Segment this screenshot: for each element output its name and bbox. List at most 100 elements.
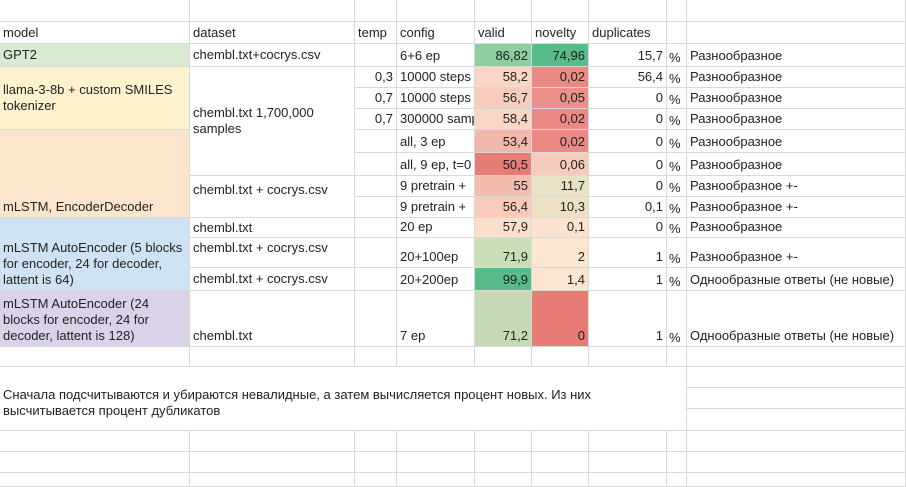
cell-empty[interactable] (687, 347, 906, 367)
header-dataset[interactable]: dataset (190, 22, 355, 44)
cell-empty[interactable] (397, 431, 475, 452)
cell-duplicates[interactable]: 0 (589, 130, 667, 153)
cell-empty[interactable] (667, 452, 687, 473)
cell-pct[interactable]: % (667, 218, 687, 238)
cell-empty[interactable] (397, 452, 475, 473)
cell-note[interactable]: Разнообразное +- (687, 197, 906, 218)
cell-empty[interactable] (667, 431, 687, 452)
cell-pct[interactable]: % (667, 197, 687, 218)
cell-temp[interactable] (355, 218, 397, 238)
cell-empty[interactable] (397, 347, 475, 367)
cell-empty[interactable] (475, 431, 532, 452)
cell-temp[interactable] (355, 291, 397, 347)
cell-empty[interactable] (397, 0, 475, 22)
dataset-cell[interactable]: chembl.txt + cocrys.csv (190, 238, 355, 268)
cell-valid[interactable]: 86,82 (475, 44, 532, 67)
cell-empty[interactable] (355, 473, 397, 487)
cell-temp[interactable]: 0,3 (355, 67, 397, 88)
cell-empty[interactable] (190, 452, 355, 473)
cell-empty[interactable] (667, 0, 687, 22)
dataset-chembl-samples[interactable]: chembl.txt 1,700,000 samples (190, 67, 355, 176)
cell-novelty[interactable]: 11,7 (532, 176, 589, 197)
dataset-cell[interactable]: chembl.txt+cocrys.csv (190, 44, 355, 67)
cell-novelty[interactable]: 0,02 (532, 109, 589, 130)
model-mlstm-autoencoder-24[interactable]: mLSTM AutoEncoder (24 blocks for encoder… (0, 291, 190, 347)
cell-empty[interactable] (190, 0, 355, 22)
cell-empty[interactable] (532, 431, 589, 452)
cell-config[interactable]: 20 ep (397, 218, 475, 238)
cell-novelty[interactable]: 0,05 (532, 88, 589, 109)
cell-empty[interactable] (475, 452, 532, 473)
cell-config[interactable]: 9 pretrain + (397, 197, 475, 218)
cell-empty[interactable] (475, 0, 532, 22)
cell-temp[interactable] (355, 44, 397, 67)
header-config[interactable]: config (397, 22, 475, 44)
cell-pct[interactable]: % (667, 130, 687, 153)
cell-valid[interactable]: 57,9 (475, 218, 532, 238)
cell-note[interactable]: Разнообразное +- (687, 238, 906, 268)
cell-duplicates[interactable]: 1 (589, 238, 667, 268)
cell-empty[interactable] (355, 347, 397, 367)
cell-duplicates[interactable]: 0 (589, 153, 667, 176)
cell-pct[interactable]: % (667, 153, 687, 176)
cell-empty[interactable] (532, 452, 589, 473)
cell-empty[interactable] (667, 473, 687, 487)
cell-note[interactable]: Однообразные ответы (не новые) (687, 291, 906, 347)
cell-empty[interactable] (0, 347, 190, 367)
cell-note[interactable]: Однообразные ответы (не новые) (687, 268, 906, 291)
dataset-cell[interactable]: chembl.txt (190, 291, 355, 347)
cell-empty[interactable] (687, 452, 906, 473)
cell-valid[interactable]: 50,5 (475, 153, 532, 176)
header-valid[interactable]: valid (475, 22, 532, 44)
cell-novelty[interactable]: 0,02 (532, 130, 589, 153)
cell-config[interactable]: 9 pretrain + (397, 176, 475, 197)
cell-empty[interactable] (475, 347, 532, 367)
cell-empty[interactable] (0, 431, 190, 452)
cell-note[interactable]: Разнообразное (687, 109, 906, 130)
model-gpt2[interactable]: GPT2 (0, 44, 190, 67)
cell-config[interactable]: 7 ep (397, 291, 475, 347)
cell-empty[interactable] (532, 0, 589, 22)
cell-empty[interactable] (355, 0, 397, 22)
cell-temp[interactable]: 0,7 (355, 88, 397, 109)
cell-config[interactable]: 20+200ep (397, 268, 475, 291)
cell-duplicates[interactable]: 0 (589, 218, 667, 238)
cell-temp[interactable] (355, 197, 397, 218)
cell-valid[interactable]: 56,4 (475, 197, 532, 218)
cell-pct[interactable]: % (667, 238, 687, 268)
cell-novelty[interactable]: 0,1 (532, 218, 589, 238)
cell-empty[interactable] (589, 473, 667, 487)
cell-valid[interactable]: 56,7 (475, 88, 532, 109)
cell-novelty[interactable]: 0 (532, 291, 589, 347)
cell-note[interactable]: Разнообразное (687, 88, 906, 109)
cell-novelty[interactable]: 10,3 (532, 197, 589, 218)
cell-config[interactable]: all, 3 ep (397, 130, 475, 153)
cell-empty[interactable] (589, 0, 667, 22)
cell-empty[interactable] (589, 452, 667, 473)
model-llama[interactable]: llama-3-8b + custom SMILES tokenizer (0, 67, 190, 130)
header-temp[interactable]: temp (355, 22, 397, 44)
dataset-cell[interactable]: chembl.txt + cocrys.csv (190, 268, 355, 291)
cell-note[interactable]: Разнообразное (687, 67, 906, 88)
cell-temp[interactable] (355, 268, 397, 291)
cell-empty[interactable] (355, 431, 397, 452)
cell-valid[interactable]: 58,2 (475, 67, 532, 88)
cell-duplicates[interactable]: 56,4 (589, 67, 667, 88)
cell-valid[interactable]: 55 (475, 176, 532, 197)
cell-valid[interactable]: 99,9 (475, 268, 532, 291)
cell-empty[interactable] (687, 409, 906, 431)
cell-pct[interactable]: % (667, 67, 687, 88)
cell-empty[interactable] (0, 452, 190, 473)
cell-empty[interactable] (687, 22, 906, 44)
cell-empty[interactable] (190, 473, 355, 487)
cell-duplicates[interactable]: 0 (589, 109, 667, 130)
cell-duplicates[interactable]: 1 (589, 291, 667, 347)
cell-empty[interactable] (532, 347, 589, 367)
cell-empty[interactable] (190, 347, 355, 367)
model-mlstm-encdec[interactable]: mLSTM, EncoderDecoder (0, 130, 190, 218)
cell-note[interactable]: Разнообразное (687, 44, 906, 67)
cell-duplicates[interactable]: 0 (589, 88, 667, 109)
cell-note[interactable]: Разнообразное +- (687, 176, 906, 197)
cell-empty[interactable] (589, 431, 667, 452)
cell-pct[interactable]: % (667, 44, 687, 67)
